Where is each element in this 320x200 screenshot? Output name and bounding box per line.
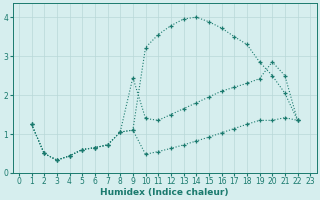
X-axis label: Humidex (Indice chaleur): Humidex (Indice chaleur) <box>100 188 229 197</box>
